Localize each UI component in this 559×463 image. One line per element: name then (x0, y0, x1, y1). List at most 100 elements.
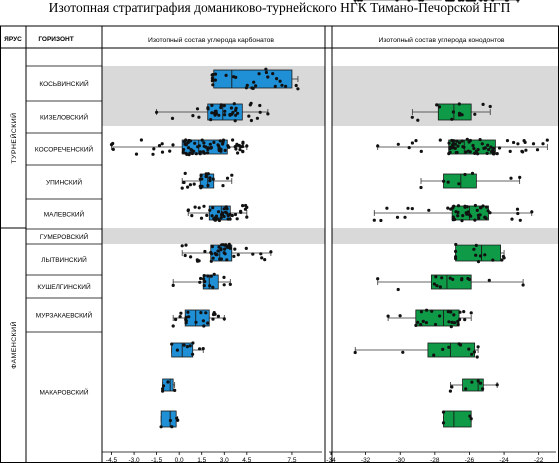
carbonate-point (171, 143, 175, 147)
conodont-point (414, 323, 418, 327)
conodont-point (476, 152, 480, 156)
carbonate-point (227, 145, 231, 149)
carbonate-point (219, 257, 223, 261)
stage-label: ТУРНЕЙСКИЙ (9, 113, 18, 164)
carbonate-point (230, 213, 234, 218)
carbonate-point (249, 118, 253, 123)
conodont-point (464, 150, 468, 154)
conodont-point (475, 355, 479, 359)
conodont-point (483, 146, 487, 150)
conodont-point (470, 171, 475, 175)
carbonate-point (194, 152, 198, 156)
conodont-point (453, 146, 457, 150)
carbonate-point (180, 186, 184, 190)
carbonate-point (183, 253, 187, 258)
carbonate-point (194, 320, 198, 324)
conodont-point (359, 0, 363, 2)
carbonate-point (222, 275, 226, 279)
conodont-point (508, 149, 512, 153)
carbonate-point (234, 113, 238, 117)
conodont-point (356, 0, 361, 2)
carbonate-point (199, 173, 203, 178)
conodont-point (469, 417, 473, 421)
carbonate-point (208, 179, 212, 183)
conodont-point (454, 255, 458, 259)
carbonate-point (257, 72, 261, 76)
carbonate-point (202, 324, 206, 328)
conodont-point (418, 0, 422, 2)
conodont-point (487, 148, 491, 152)
conodont-point (448, 276, 452, 280)
conodont-point (472, 247, 476, 251)
conodont-point (518, 218, 522, 222)
conodont-point (461, 0, 465, 2)
carbonate-point (173, 388, 177, 392)
carbonate-point (212, 272, 216, 276)
conodont-point (398, 314, 402, 318)
conodont-point (458, 317, 462, 322)
carbonate-point (236, 111, 240, 115)
carbonate-point (224, 73, 228, 77)
carbonate-point (245, 215, 249, 219)
carbonate-point (208, 142, 212, 146)
conodont-point (419, 149, 423, 153)
carbonate-point (223, 113, 227, 117)
conodont-point (456, 319, 460, 324)
conodont-point (448, 389, 452, 393)
carbonate-point (209, 259, 213, 263)
carbonate-point (211, 206, 215, 210)
carbonate-point (263, 258, 267, 262)
carbonate-point (185, 345, 189, 349)
carbonate-point (111, 141, 115, 146)
carbonate-point (202, 274, 206, 278)
carbonate-point (275, 77, 279, 81)
carbonate-point (230, 112, 234, 116)
conodont-point (427, 208, 431, 212)
carbonate-point (211, 73, 215, 77)
carbonate-point (211, 177, 215, 181)
carbonate-point (217, 146, 221, 150)
carbonate-point (248, 103, 252, 107)
carbonate-point (266, 112, 270, 116)
conodont-point (509, 176, 513, 180)
carbonate-point (222, 317, 226, 321)
conodont-tick-label: -32 (361, 457, 371, 463)
carbonate-point (202, 284, 206, 288)
conodont-point (451, 215, 455, 219)
conodont-point (396, 287, 400, 292)
conodont-point (433, 322, 438, 327)
conodont-point (446, 180, 450, 184)
carbonate-point (187, 315, 191, 319)
conodont-point (467, 0, 471, 2)
carbonate-point (188, 183, 192, 187)
conodont-point (465, 212, 469, 216)
carbonate-point (230, 173, 234, 177)
carbonate-point (251, 252, 255, 256)
carbonate-point (182, 148, 186, 152)
conodont-point (466, 149, 470, 153)
carbonate-point (206, 151, 210, 155)
carbonate-point (234, 106, 238, 110)
carbonate-point (266, 75, 270, 79)
conodont-point (483, 253, 487, 257)
carbonate-point (244, 203, 248, 208)
carbonate-point (258, 103, 262, 108)
conodont-point (481, 102, 485, 106)
carbonate-point (219, 248, 223, 252)
carbonate-point (186, 185, 190, 189)
carbonate-point (134, 152, 139, 156)
conodont-point (471, 143, 475, 148)
conodont-point (401, 350, 405, 354)
conodont-point (522, 139, 526, 143)
carbonate-point (252, 80, 256, 84)
carbonate-point (225, 211, 229, 215)
carbonate-point (219, 105, 223, 110)
carbonate-point (151, 152, 155, 156)
carbonate-point (264, 70, 268, 75)
carbonate-point (216, 210, 221, 214)
carbonate-point (216, 143, 220, 147)
horizon-label: КОСЬВИНСКИЙ (39, 79, 89, 88)
conodont-point (460, 139, 464, 143)
carbonate-point (222, 207, 226, 211)
carbonate-point (159, 425, 163, 429)
